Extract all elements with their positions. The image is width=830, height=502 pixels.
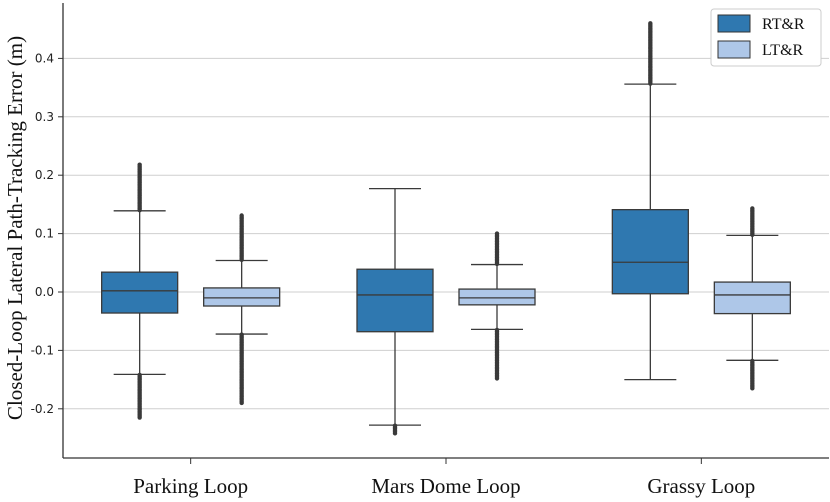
y-tick-label: 0.3 — [35, 110, 54, 124]
grid-lines — [63, 57, 829, 410]
box-rtr — [611, 21, 689, 381]
x-tick-labels: Parking Loop Mars Dome Loop Grassy Loop — [133, 458, 755, 498]
legend-label-ltr: LT&R — [762, 42, 804, 59]
iqr-box — [101, 271, 179, 314]
box-ltr — [203, 213, 281, 406]
outlier-point-high — [648, 21, 653, 26]
y-tick-label: -0.1 — [31, 343, 54, 357]
iqr-box — [611, 209, 689, 295]
outlier-point-low — [750, 358, 755, 364]
box-rtr — [101, 162, 179, 420]
y-axis-title: Closed-Loop Lateral Path-Tracking Error … — [3, 36, 27, 420]
x-tick-label: Parking Loop — [133, 474, 248, 498]
x-tick-label: Grassy Loop — [647, 474, 755, 498]
box-ltr — [713, 206, 791, 391]
y-tick-label: -0.2 — [31, 402, 54, 416]
outlier-point-high — [750, 206, 755, 211]
legend-swatch-rtr — [717, 14, 751, 33]
y-tick-label: 0.0 — [35, 285, 54, 299]
outlier-point-low — [239, 332, 244, 337]
outlier-point-low — [494, 327, 500, 333]
y-tick-labels: -0.2 -0.1 0.0 0.1 0.2 0.3 0.4 — [31, 51, 63, 416]
box-rtr — [356, 187, 434, 436]
outlier-point-high — [239, 213, 244, 218]
iqr-box — [713, 281, 791, 315]
iqr-box — [203, 287, 281, 307]
iqr-box — [458, 288, 536, 306]
outlier-point-low — [137, 372, 142, 378]
axes — [62, 3, 829, 459]
y-tick-label: 0.4 — [35, 51, 54, 65]
y-tick-label: 0.2 — [35, 168, 54, 182]
x-tick-label: Mars Dome Loop — [371, 474, 520, 498]
outlier-point-high — [494, 231, 500, 236]
legend: RT&R LT&R — [710, 8, 822, 67]
outlier-point-low — [392, 423, 398, 428]
legend-label-rtr: RT&R — [762, 16, 805, 33]
iqr-box — [356, 268, 434, 333]
outlier-point-high — [137, 162, 142, 167]
y-tick-label: 0.1 — [35, 227, 54, 241]
box-ltr — [458, 231, 536, 381]
legend-swatch-ltr — [717, 40, 751, 59]
box-series-layer — [101, 21, 791, 436]
